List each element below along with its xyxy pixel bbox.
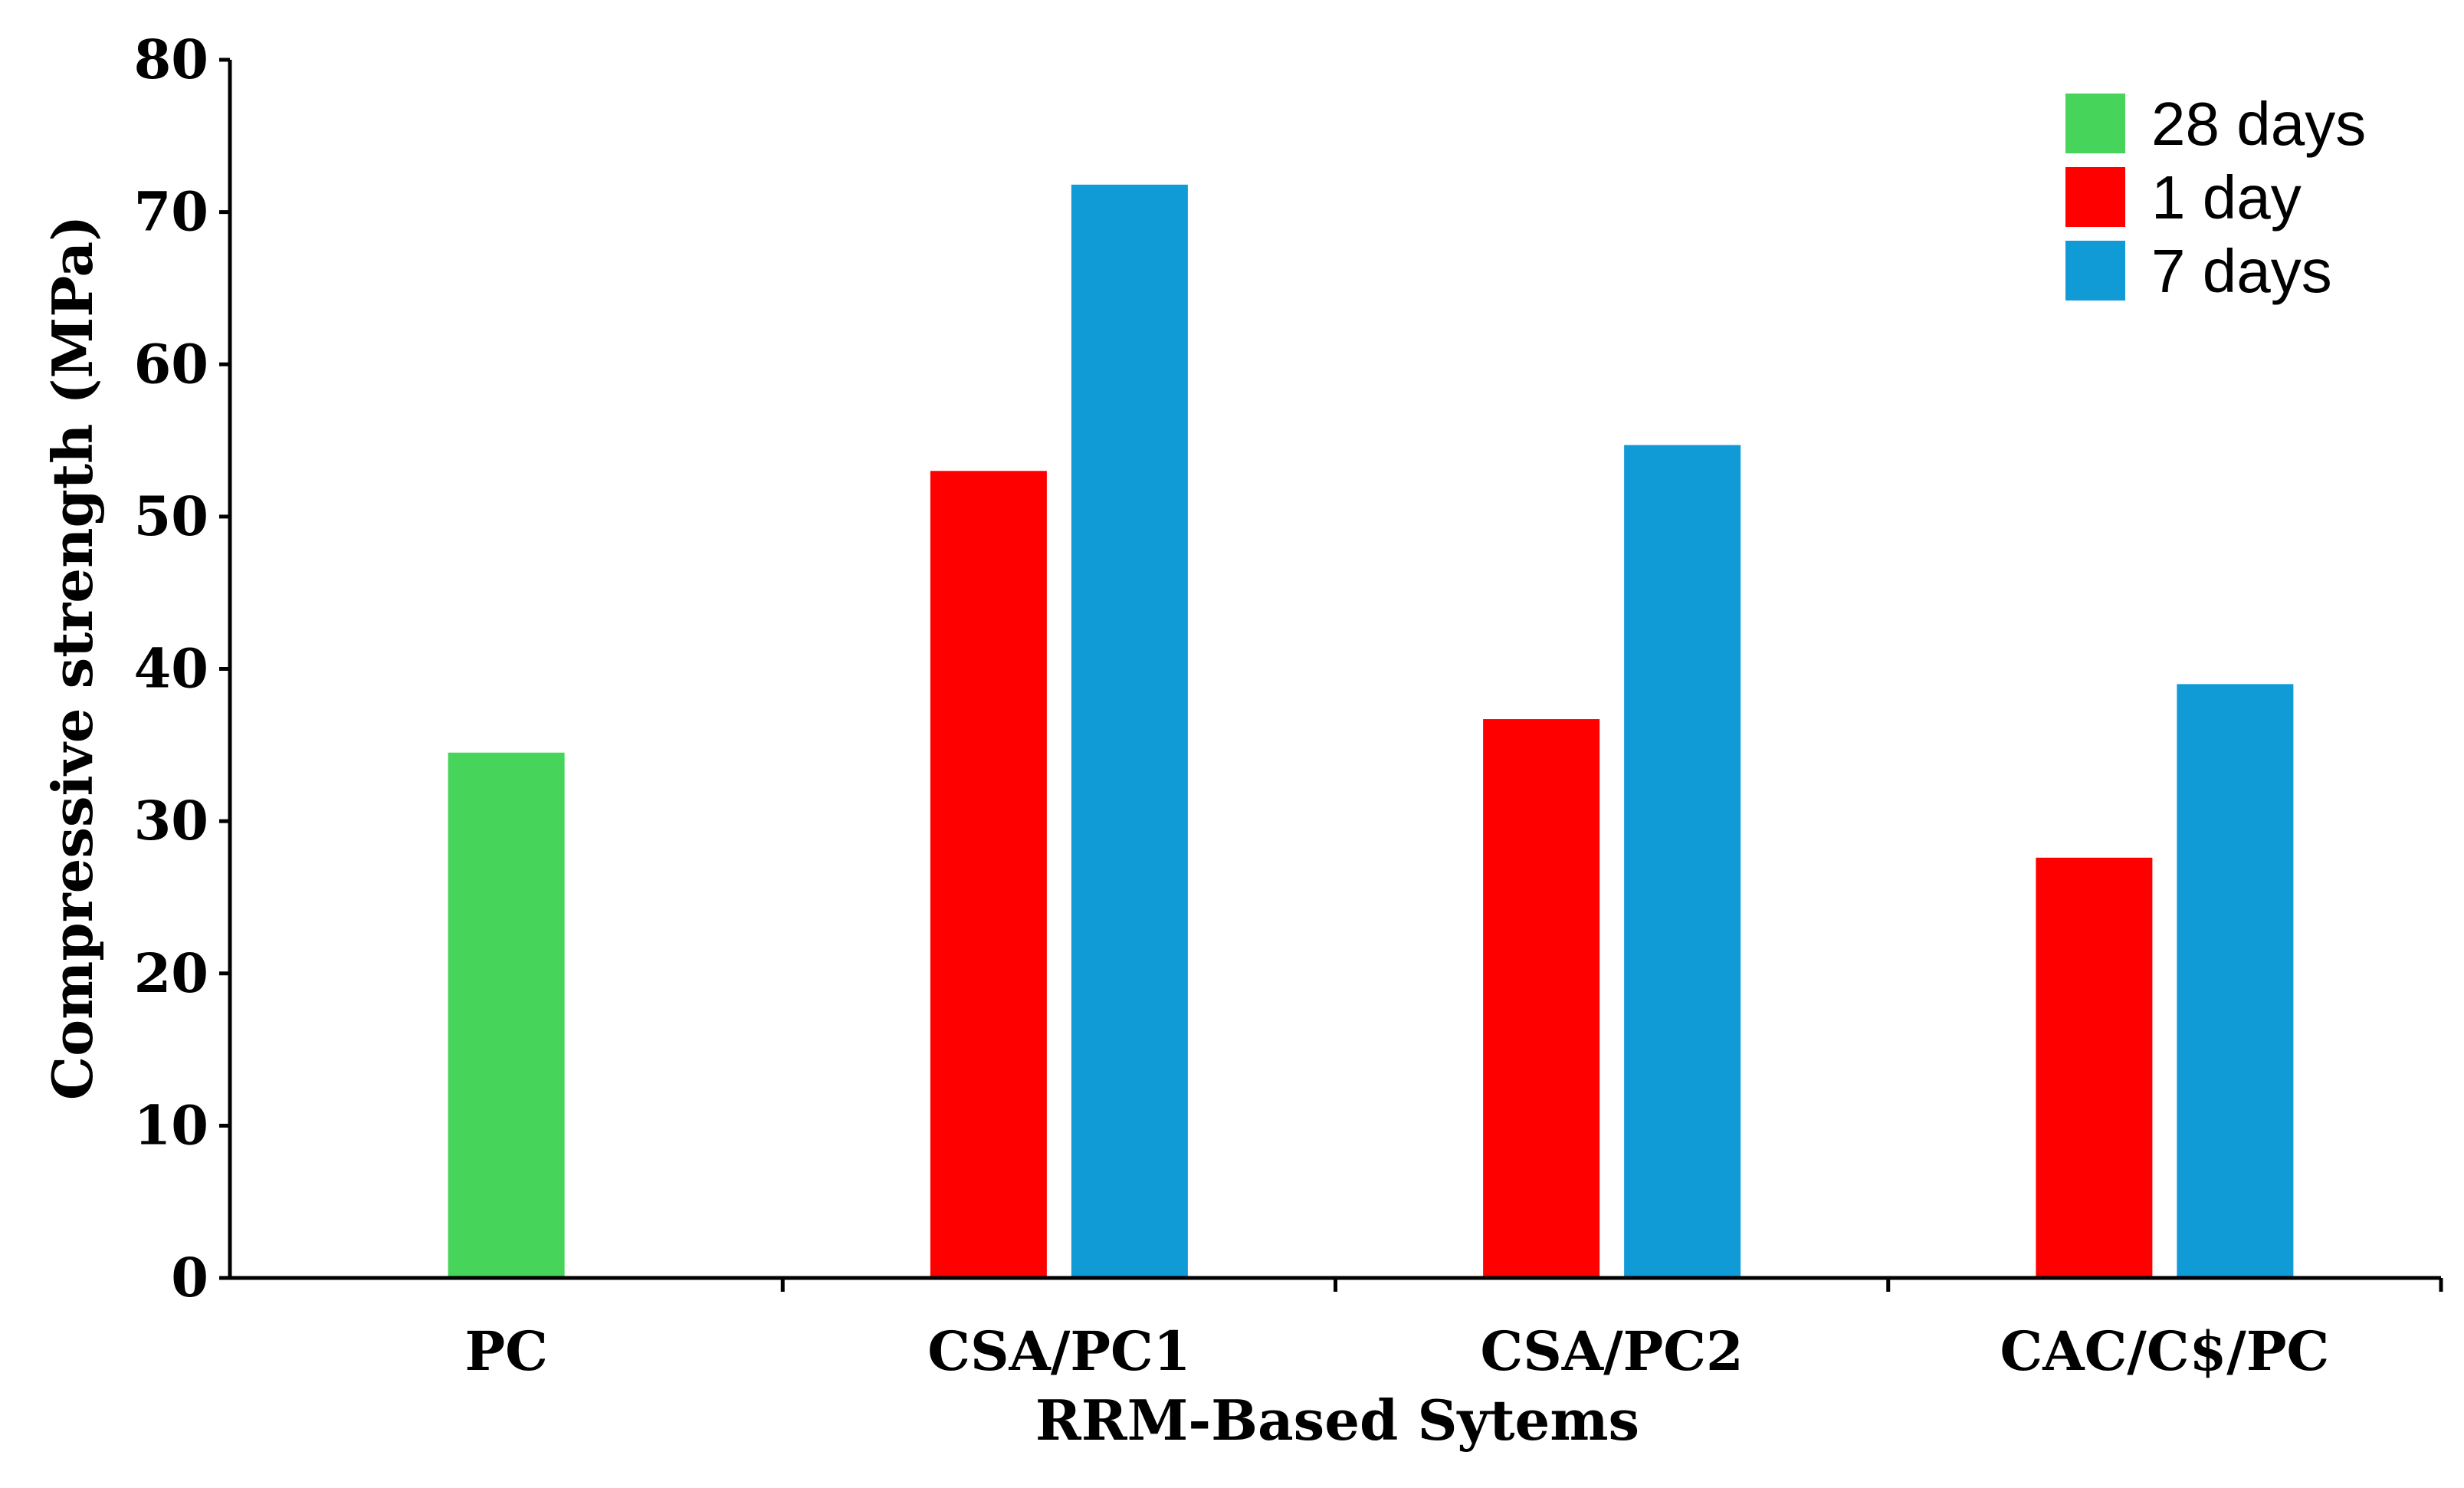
bars-group [448,184,2294,1278]
y-tick-label: 40 [134,637,208,701]
x-axis-title: RRM-Based Sytems [1035,1388,1639,1453]
bar [2036,857,2153,1278]
bar [1071,184,1188,1278]
legend-swatch [2065,167,2125,227]
legend-label: 1 day [2151,163,2302,232]
x-ticks-group: PC CSA/PC1 CSA/PC2 CAC/C$/PC [464,1278,2443,1383]
legend-label: 28 days [2151,90,2366,158]
y-tick-label: 0 [171,1246,208,1309]
legend-swatch [2065,94,2125,153]
x-tick-label: CSA/PC2 [1481,1319,1744,1383]
y-ticks-group: 0 10 20 30 40 50 60 70 80 [134,28,230,1309]
legend-label: 7 days [2151,237,2332,305]
bar [1624,445,1741,1278]
legend-swatch [2065,241,2125,301]
x-tick-label: CAC/C$/PC [2000,1319,2330,1383]
y-axis-title: Compressive strength (MPa) [40,215,105,1100]
y-tick-label: 70 [134,180,208,244]
y-tick-label: 80 [134,28,208,91]
bar [448,752,565,1278]
y-tick-label: 30 [134,789,208,852]
y-tick-label: 50 [134,485,208,548]
y-tick-label: 10 [134,1093,208,1157]
x-tick-label: PC [464,1319,547,1383]
bar [930,471,1047,1278]
bar [2177,684,2294,1278]
y-tick-label: 20 [134,941,208,1005]
bar [1483,719,1600,1278]
x-tick-label: CSA/PC1 [927,1319,1190,1383]
y-tick-label: 60 [134,332,208,396]
